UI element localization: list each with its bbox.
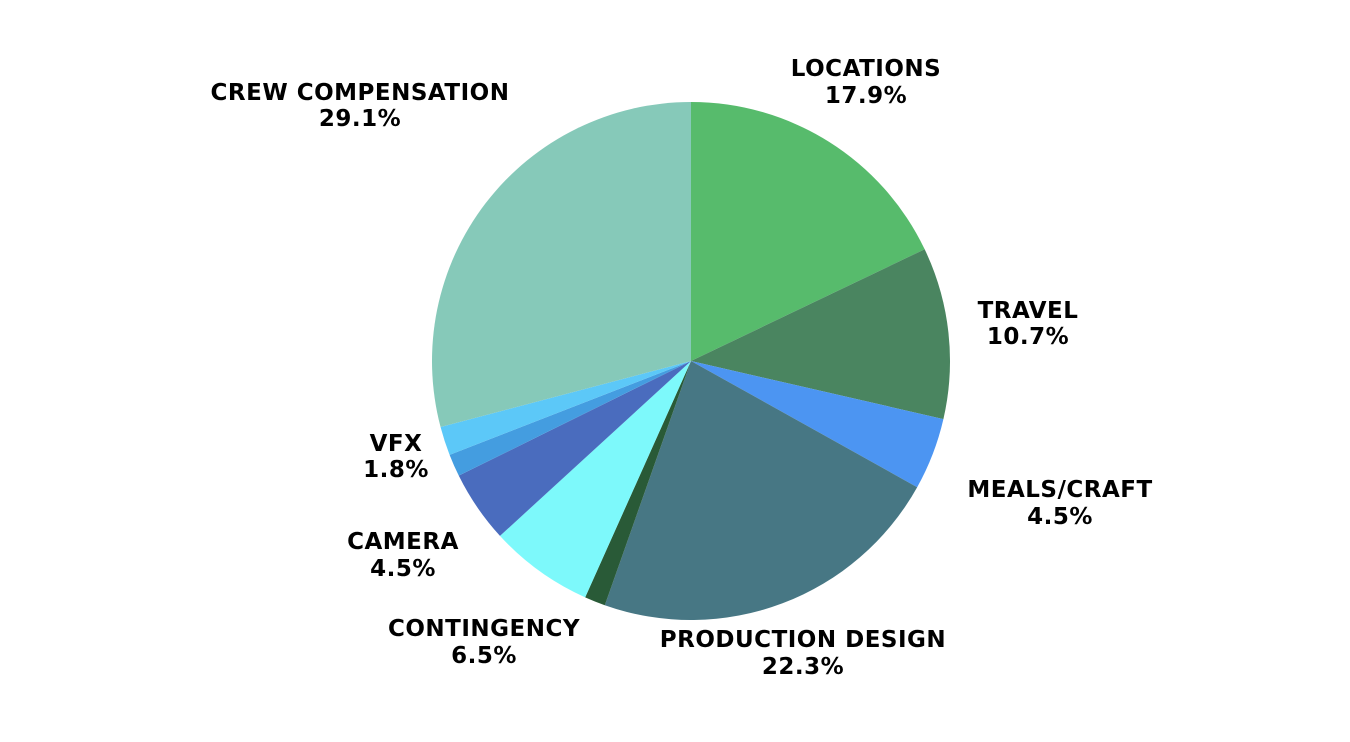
slice-label-percent: 29.1% <box>319 106 401 132</box>
slice-label-name: TRAVEL <box>978 298 1079 324</box>
pie-slice-camera <box>458 361 691 536</box>
pie-slice-unlabeled-7 <box>449 361 691 476</box>
pie-slice-contingency <box>499 361 691 598</box>
slice-label-percent: 4.5% <box>370 556 436 582</box>
slice-label-percent: 4.5% <box>1027 504 1093 530</box>
pie-slices <box>432 102 950 620</box>
pie-labels: LOCATIONS17.9%TRAVEL10.7%MEALS/CRAFT4.5%… <box>211 56 1153 680</box>
pie-slice-travel <box>691 249 950 420</box>
pie-slice-production-design <box>604 361 918 620</box>
slice-label-name: VFX <box>370 431 423 457</box>
slice-label-name: CONTINGENCY <box>388 616 580 642</box>
pie-slice-vfx <box>440 361 691 455</box>
pie-slice-crew-compensation <box>432 102 691 427</box>
slice-label-percent: 17.9% <box>825 83 907 109</box>
slice-label-percent: 1.8% <box>363 457 429 483</box>
pie-slice-unlabeled-4 <box>585 361 691 606</box>
pie-slice-meals-craft <box>691 361 944 488</box>
pie-slice-locations <box>691 102 925 361</box>
slice-label-percent: 6.5% <box>451 643 517 669</box>
slice-label-name: LOCATIONS <box>791 56 941 82</box>
slice-label-name: MEALS/CRAFT <box>967 477 1152 503</box>
slice-label-name: CREW COMPENSATION <box>211 80 510 106</box>
slice-label-name: PRODUCTION DESIGN <box>660 627 946 653</box>
slice-label-percent: 10.7% <box>987 324 1069 350</box>
slice-label-percent: 22.3% <box>762 654 844 680</box>
slice-label-name: CAMERA <box>347 529 459 555</box>
